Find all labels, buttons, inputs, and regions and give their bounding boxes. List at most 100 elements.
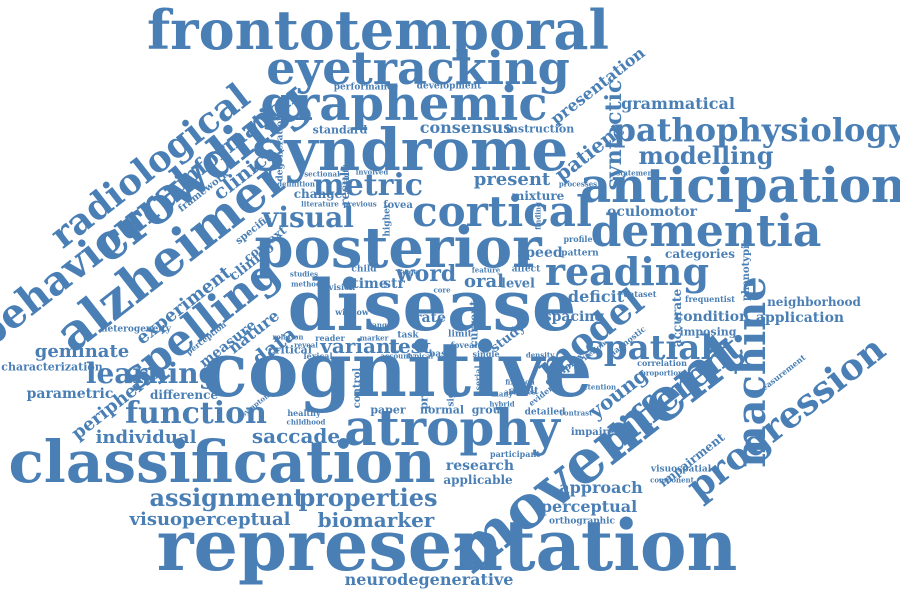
word-fixation: fixation <box>505 377 535 387</box>
word-present: present <box>473 169 551 190</box>
word-eyetracking: eyetracking <box>266 41 570 95</box>
word-many: many <box>491 389 513 399</box>
word-atrophy: atrophy <box>344 398 560 457</box>
word-group: group <box>471 403 509 417</box>
word-pattern: pattern <box>561 248 599 259</box>
word-condition: condition <box>674 309 750 325</box>
word-adult: adult <box>509 386 539 397</box>
word-detailed: detailed <box>524 407 566 418</box>
word-syndrome: syndrome <box>251 116 569 184</box>
word-individual: individual <box>95 427 197 448</box>
word-literature: literature <box>301 199 339 209</box>
word-deficit: deficit <box>567 287 625 306</box>
word-density: density <box>525 350 555 360</box>
word-classification: classification <box>8 428 436 496</box>
word-current: current <box>467 300 481 348</box>
word-task: task <box>397 330 419 341</box>
word-graphemic: graphemic <box>260 76 548 132</box>
word-oculomotor: oculomotor <box>606 204 698 220</box>
word-method: method <box>291 279 321 289</box>
word-reveal: reveal <box>294 340 318 350</box>
word-range: range <box>368 320 392 330</box>
word-str: str <box>383 276 405 292</box>
word-grammatical: grammatical <box>621 94 735 113</box>
word-difference: difference <box>149 388 219 402</box>
word-accurate: accurate <box>670 288 684 348</box>
word-heterogeneity: heterogeneity <box>101 324 171 335</box>
word-visual: visual <box>262 201 354 234</box>
word-standard: standard <box>312 123 368 137</box>
word-function: function <box>125 396 267 431</box>
word-feature: feature <box>471 265 501 275</box>
word-speed: speed <box>517 245 563 261</box>
word-lexical: lexical <box>303 351 333 361</box>
word-processes: processes <box>558 179 598 189</box>
word-level: level <box>501 276 535 292</box>
word-change: change <box>293 187 343 201</box>
word-phenotypic: phenotypic <box>741 239 752 301</box>
word-sectional: sectional <box>304 169 340 179</box>
word-development: development <box>416 81 482 92</box>
word-approach: approach <box>559 478 643 497</box>
word-foveal: foveal <box>450 340 478 350</box>
word-characterization: characterization <box>1 360 103 374</box>
word-relation: relation <box>272 332 304 342</box>
word-significant: significant <box>446 353 457 407</box>
word-dataset: dataset <box>623 289 657 299</box>
word-visuospatial: visuospatial <box>650 464 712 475</box>
word-anticipation: anticipation <box>580 158 900 214</box>
word-frontotemporal: frontotemporal <box>146 0 610 62</box>
word-reader: reader <box>315 333 345 343</box>
word-metric: metric <box>312 168 424 203</box>
word-account: account <box>380 351 412 361</box>
word-instruction: instruction <box>505 122 575 136</box>
word-orthographic: orthographic <box>548 516 616 527</box>
word-finding: finding <box>533 202 543 230</box>
word-perceptual: perceptual <box>540 497 638 516</box>
word-imposing: imposing <box>679 325 737 339</box>
word-spatial: spatial <box>584 328 714 368</box>
word-quantity: quantity <box>341 159 351 193</box>
word-visuoperceptual: visuoperceptual <box>129 509 291 530</box>
word-affect: affect <box>511 264 541 275</box>
word-saccade: saccade <box>251 424 341 448</box>
word-statement: statement <box>616 168 656 178</box>
word-word: word <box>395 261 457 287</box>
word-abilities: abilities <box>504 387 536 397</box>
word-previous: previous <box>343 199 377 209</box>
word-spacing: spacing <box>543 309 605 325</box>
word-correlation: correlation <box>637 358 687 368</box>
word-disease: disease <box>287 264 577 347</box>
word-vision: vision <box>328 282 356 292</box>
word-definition: definition <box>277 179 315 189</box>
word-application: application <box>755 310 845 326</box>
word-normal: normal <box>419 403 465 417</box>
word-marker: marker <box>359 333 389 343</box>
word-window: window <box>335 307 369 317</box>
word-learning: learning <box>85 357 219 390</box>
word-component: component <box>650 475 694 485</box>
word-assignment: assignment <box>149 483 305 512</box>
word-geminate: geminate <box>34 341 130 362</box>
word-basic: basic <box>428 349 456 360</box>
word-degeneration: degeneration <box>275 114 286 182</box>
word-studies: studies <box>289 269 319 279</box>
word-oral: oral <box>464 271 504 292</box>
word-limit: limit <box>448 329 472 340</box>
word-variant: variant <box>320 334 400 358</box>
word-healthy: healthy <box>287 408 321 418</box>
word-higher: higher <box>382 203 393 237</box>
word-hybrid: hybrid <box>489 399 515 409</box>
word-childhood: childhood <box>286 417 326 427</box>
word-mixture: mixture <box>511 189 565 203</box>
word-large: large <box>397 267 419 277</box>
word-biomarker: biomarker <box>317 508 435 532</box>
word-single: single <box>472 349 500 359</box>
word-neurodegenerative: neurodegenerative <box>344 570 514 589</box>
word-critical: critical <box>268 343 312 357</box>
word-frequentist: frequentist <box>685 294 735 304</box>
word-dementia: dementia <box>590 206 822 257</box>
word-test: test <box>388 334 432 358</box>
word-problem: problem <box>417 358 431 410</box>
